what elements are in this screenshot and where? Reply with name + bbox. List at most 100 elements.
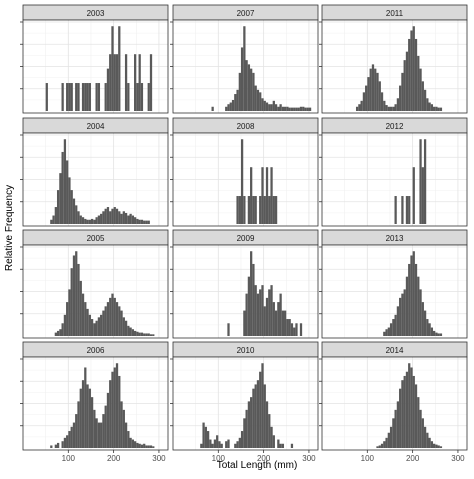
- histogram-bar: [265, 401, 269, 448]
- histogram-bar: [405, 51, 409, 111]
- histogram-bar: [403, 289, 406, 336]
- histogram-bar: [360, 100, 363, 111]
- histogram-bar: [81, 83, 85, 111]
- histogram-bar: [93, 323, 96, 336]
- facet-panel-2009: 2009: [170, 229, 319, 339]
- histogram-bar: [405, 196, 409, 224]
- histogram-bar: [439, 107, 443, 111]
- histogram-bar: [77, 263, 80, 336]
- histogram-bar: [376, 72, 379, 111]
- histogram-bar: [437, 333, 440, 336]
- x-axis-title: Total Length (mm): [217, 460, 298, 471]
- histogram-bar: [399, 85, 402, 111]
- histogram-bar: [252, 388, 255, 448]
- histogram-bar: [52, 215, 55, 224]
- histogram-bar: [54, 332, 57, 336]
- histogram-bar: [256, 89, 260, 111]
- histogram-bar: [236, 89, 239, 111]
- histogram-bar: [81, 217, 85, 224]
- histogram-bar: [247, 276, 251, 336]
- histogram-bar: [77, 83, 80, 111]
- histogram-bar: [245, 293, 248, 336]
- histogram-bar: [279, 293, 282, 336]
- histogram-bar: [385, 105, 388, 111]
- facet-panel-2004: 2004: [20, 117, 169, 227]
- histogram-bar: [122, 317, 125, 336]
- histogram-bar: [209, 439, 212, 448]
- histogram-bar: [259, 92, 262, 111]
- histogram-bar: [79, 280, 82, 336]
- histogram-bar: [229, 102, 232, 111]
- histogram-bar: [131, 439, 135, 448]
- histogram-bar: [70, 426, 73, 448]
- histogram-bar: [77, 401, 80, 448]
- histogram-bar: [100, 213, 103, 224]
- histogram-bar: [106, 207, 110, 224]
- histogram-bar: [439, 333, 443, 336]
- histogram-bar: [355, 106, 359, 111]
- histogram-bar: [59, 329, 62, 336]
- histogram-bar: [140, 332, 144, 336]
- histogram-bar: [268, 414, 271, 448]
- facet-panel-2013: 2013: [319, 229, 468, 339]
- histogram-bar: [200, 443, 203, 448]
- histogram-bar: [138, 54, 141, 111]
- histogram-bar: [423, 139, 427, 224]
- histogram-bar: [270, 285, 273, 336]
- x-tick-label: 100: [62, 454, 76, 463]
- histogram-bar: [95, 83, 98, 111]
- histogram-bar: [284, 310, 287, 336]
- histogram-bar: [405, 371, 409, 448]
- histogram-bar: [124, 212, 128, 224]
- histogram-bar: [50, 219, 53, 224]
- histogram-bar: [118, 211, 121, 224]
- facet-panel-2014: 2014 100 200 300: [319, 341, 468, 463]
- histogram-bar: [236, 196, 239, 224]
- histogram-bar: [286, 106, 289, 111]
- histogram-bar: [79, 215, 82, 224]
- facet-strip-label: 2014: [386, 346, 404, 355]
- histogram-bar: [376, 446, 379, 448]
- histogram-bar: [247, 196, 251, 224]
- histogram-bar: [394, 409, 397, 448]
- histogram-bar: [423, 426, 427, 448]
- histogram-bar: [113, 297, 116, 336]
- histogram-bar: [115, 363, 119, 448]
- histogram-bar: [136, 218, 139, 224]
- histogram-bar: [138, 443, 141, 448]
- histogram-bar: [134, 54, 137, 111]
- histogram-bar: [389, 323, 393, 336]
- histogram-bar: [277, 439, 280, 448]
- histogram-bar: [365, 85, 368, 111]
- histogram-bar: [277, 106, 280, 111]
- histogram-bar: [234, 443, 237, 448]
- histogram-bar: [272, 435, 275, 448]
- histogram-bar: [138, 219, 141, 224]
- histogram-bar: [417, 55, 420, 111]
- histogram-bar: [426, 319, 429, 336]
- histogram-bar: [227, 323, 230, 336]
- histogram-bar: [68, 83, 71, 111]
- histogram-bar: [104, 208, 107, 224]
- histogram-bar: [423, 310, 427, 336]
- facet-strip-label: 2010: [237, 346, 255, 355]
- histogram-bar: [254, 285, 257, 336]
- histogram-bar: [410, 30, 413, 112]
- histogram-bar: [127, 325, 130, 336]
- histogram-bar: [97, 422, 101, 448]
- histogram-bar: [383, 441, 386, 448]
- histogram-bar: [102, 211, 105, 224]
- histogram-bar: [84, 367, 87, 448]
- histogram-bar: [45, 83, 48, 111]
- histogram-bar: [399, 297, 402, 336]
- histogram-bar: [430, 441, 434, 448]
- histogram-bar: [410, 255, 413, 336]
- histogram-bar: [426, 98, 429, 111]
- histogram-bar: [75, 205, 78, 224]
- histogram-bar: [138, 332, 141, 336]
- histogram-bar: [97, 317, 101, 336]
- histogram-bar: [410, 367, 413, 448]
- histogram-bar: [204, 426, 207, 448]
- histogram-bar: [265, 297, 269, 336]
